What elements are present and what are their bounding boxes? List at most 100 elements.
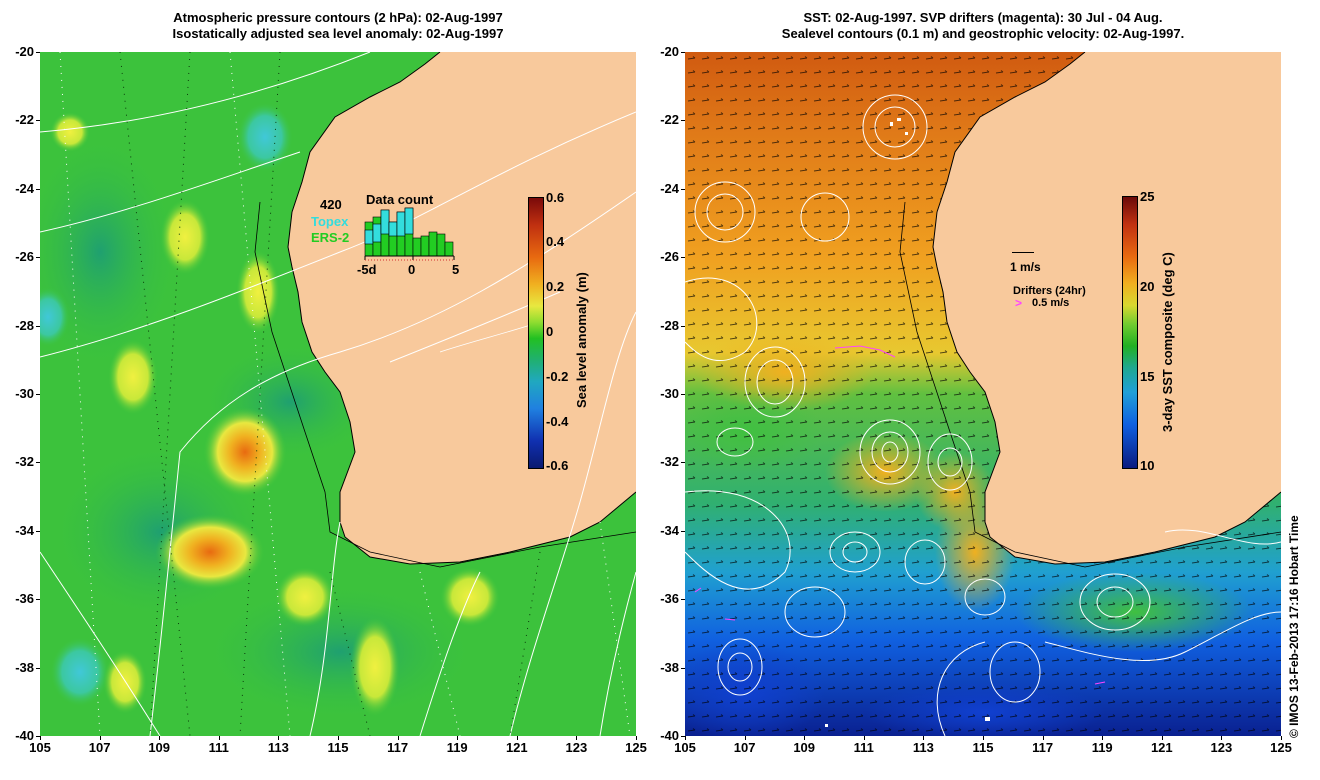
left-ytick-mark <box>36 257 40 259</box>
left-ytick-mark <box>36 736 40 737</box>
left-xtick-mark <box>397 736 399 740</box>
right-ytick-mark <box>681 120 685 122</box>
right-ytick-mark <box>681 667 685 669</box>
left-xtick-label: 119 <box>446 740 468 755</box>
left-xtick-mark <box>457 736 459 740</box>
left-ytick-label: -36 <box>15 591 34 607</box>
right-title-line1: SST: 02-Aug-1997. SVP drifters (magenta)… <box>803 10 1163 25</box>
left-ytick-label: -34 <box>15 522 34 538</box>
left-ytick-mark <box>36 462 40 464</box>
right-xtick-mark <box>744 736 746 740</box>
left-xtick-label: 107 <box>88 740 111 755</box>
inset-xtick-minus5d: -5d <box>357 262 377 277</box>
left-ytick-mark <box>36 394 40 395</box>
left-xtick-mark <box>99 736 101 740</box>
inset-xtick-5: 5 <box>452 262 460 277</box>
sea-level-colorbar <box>528 197 544 469</box>
right-xtick-label: 107 <box>733 740 756 755</box>
sla-colorbar-label: Sea level anomaly (m) <box>574 272 589 408</box>
left-ytick-label: -40 <box>15 728 34 743</box>
left-ytick-mark <box>36 120 40 122</box>
right-xtick-label: 123 <box>1210 740 1233 755</box>
velocity-scale-label: 1 m/s <box>1010 260 1041 274</box>
inset-series-ers2: ERS-2 <box>311 230 350 245</box>
sla-tick-minus0.2: -0.2 <box>546 369 569 384</box>
left-xtick-label: 115 <box>327 740 349 755</box>
left-xtick-mark <box>636 736 637 740</box>
right-ytick-label: -32 <box>660 454 679 470</box>
right-xtick-mark <box>685 736 686 740</box>
right-xtick-mark <box>1042 736 1044 740</box>
right-ytick-mark <box>681 257 685 259</box>
right-xtick-mark <box>804 736 806 740</box>
sla-tick-minus0.4: -0.4 <box>546 414 569 429</box>
left-xtick-label: 125 <box>625 740 647 755</box>
left-xtick-mark <box>40 736 41 740</box>
right-xtick-mark <box>863 736 865 740</box>
right-xtick-mark <box>983 736 984 740</box>
right-ytick-mark <box>681 325 685 327</box>
right-xtick-label: 119 <box>1091 740 1113 755</box>
left-ytick-mark <box>36 530 40 532</box>
left-xtick-mark <box>576 736 578 740</box>
right-ytick-label: -30 <box>660 386 679 401</box>
sst-tick-10: 10 <box>1140 458 1155 473</box>
left-ytick-label: -32 <box>15 454 34 470</box>
left-xtick-label: 121 <box>505 740 528 755</box>
data-count-histogram <box>364 207 455 261</box>
left-xtick-label: 113 <box>267 740 289 755</box>
left-xtick-mark <box>516 736 518 740</box>
right-ytick-label: -22 <box>660 112 679 128</box>
right-ytick-mark <box>681 599 685 601</box>
sst-colorbar-label: 3-day SST composite (deg C) <box>1160 252 1175 432</box>
velocity-scale-arrow <box>1012 252 1034 253</box>
right-ytick-label: -40 <box>660 728 679 743</box>
right-ytick-label: -34 <box>660 522 679 538</box>
sla-tick-0.6: 0.6 <box>546 190 565 205</box>
right-ytick-mark <box>681 736 685 737</box>
right-xtick-label: 117 <box>1032 740 1054 755</box>
right-title-line2: Sealevel contours (0.1 m) and geostrophi… <box>781 26 1185 41</box>
right-ytick-label: -36 <box>660 591 679 607</box>
left-ytick-label: -30 <box>15 386 34 401</box>
left-ytick-mark <box>36 188 40 190</box>
right-xtick-label: 105 <box>674 740 696 755</box>
left-xtick-label: 117 <box>387 740 409 755</box>
right-xtick-mark <box>1281 736 1282 740</box>
left-title-line2: Isostatically adjusted sea level anomaly… <box>172 26 504 41</box>
right-ytick-mark <box>681 188 685 190</box>
inset-count: 420 <box>320 197 342 212</box>
sla-tick-minus0.6: -0.6 <box>546 458 569 473</box>
right-xtick-mark <box>1161 736 1163 740</box>
sst-tick-15: 15 <box>1140 369 1155 384</box>
sst-map-svg <box>685 52 1281 736</box>
sea-level-anomaly-map-svg <box>40 52 636 736</box>
right-xtick-label: 113 <box>912 740 934 755</box>
left-xtick-label: 123 <box>565 740 588 755</box>
right-ytick-mark <box>681 394 685 395</box>
left-xtick-label: 105 <box>29 740 51 755</box>
inset-series-topex: Topex <box>311 214 349 229</box>
right-xtick-label: 125 <box>1270 740 1292 755</box>
right-ytick-label: -38 <box>660 659 679 675</box>
drifters-title: Drifters (24hr) <box>1013 285 1086 297</box>
sla-tick-0: 0 <box>546 324 554 339</box>
right-ytick-label: -28 <box>660 317 679 333</box>
drifters-scale: 0.5 m/s <box>1032 297 1070 309</box>
sea-level-anomaly-map <box>40 52 636 736</box>
right-xtick-label: 115 <box>972 740 994 755</box>
inset-title: Data count <box>366 192 434 207</box>
right-ytick-label: -26 <box>660 249 679 265</box>
right-xtick-label: 111 <box>853 740 874 755</box>
left-ytick-mark <box>36 52 40 53</box>
right-ytick-mark <box>681 462 685 464</box>
right-xtick-mark <box>1221 736 1223 740</box>
inset-xtick-0: 0 <box>408 262 416 277</box>
right-ytick-mark <box>681 530 685 532</box>
left-ytick-label: -26 <box>15 249 34 265</box>
left-ytick-label: -22 <box>15 112 34 128</box>
left-xtick-label: 109 <box>148 740 171 755</box>
sst-tick-20: 20 <box>1140 279 1155 294</box>
sla-tick-0.2: 0.2 <box>546 279 565 294</box>
right-xtick-mark <box>1102 736 1104 740</box>
